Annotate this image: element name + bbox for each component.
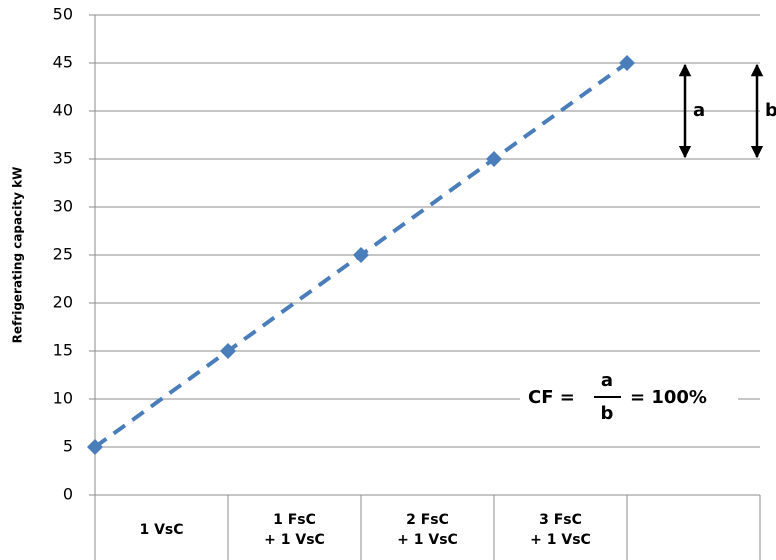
y-tick-label: 50: [53, 5, 73, 24]
x-tick-label: 1 FsC + 1 VsC: [264, 512, 325, 548]
y-tick-label: 15: [53, 341, 73, 360]
x-tick-label-line: 1 VsC: [139, 522, 183, 538]
y-tick-label: 25: [53, 245, 73, 264]
data-point: [353, 247, 369, 263]
y-tick-label: 10: [53, 389, 73, 408]
formula-background: [520, 370, 738, 426]
x-tick-label: 2 FsC + 1 VsC: [397, 512, 458, 548]
y-tick-label: 20: [53, 293, 73, 312]
data-point: [87, 439, 103, 455]
y-tick-label: 45: [53, 53, 73, 72]
x-tick-label-line: 1 FsC: [273, 512, 316, 528]
y-axis-label: Refrigerating capacity kW: [11, 167, 25, 344]
y-tick-label: 35: [53, 149, 73, 168]
x-tick-label-line: + 1 VsC: [264, 532, 325, 548]
dimension-label: a: [693, 100, 705, 121]
x-tick-label-line: + 1 VsC: [397, 532, 458, 548]
formula-denominator: b: [601, 403, 614, 424]
x-tick-label-line: + 1 VsC: [530, 532, 591, 548]
formula-rhs: = 100%: [630, 387, 707, 408]
data-point: [486, 151, 502, 167]
x-tick-label-line: 2 FsC: [406, 512, 449, 528]
x-tick-label: 1 VsC: [139, 522, 183, 538]
formula-numerator: a: [601, 370, 613, 391]
data-point: [619, 55, 635, 71]
x-tick-label-line: 3 FsC: [539, 512, 582, 528]
y-tick-label: 0: [63, 485, 73, 504]
y-tick-label: 5: [63, 437, 73, 456]
y-tick-label: 40: [53, 101, 73, 120]
data-point: [220, 343, 236, 359]
dimension-label: b: [765, 100, 776, 121]
y-tick-label: 30: [53, 197, 73, 216]
formula-lhs: CF =: [528, 387, 575, 408]
x-tick-label: 3 FsC + 1 VsC: [530, 512, 591, 548]
